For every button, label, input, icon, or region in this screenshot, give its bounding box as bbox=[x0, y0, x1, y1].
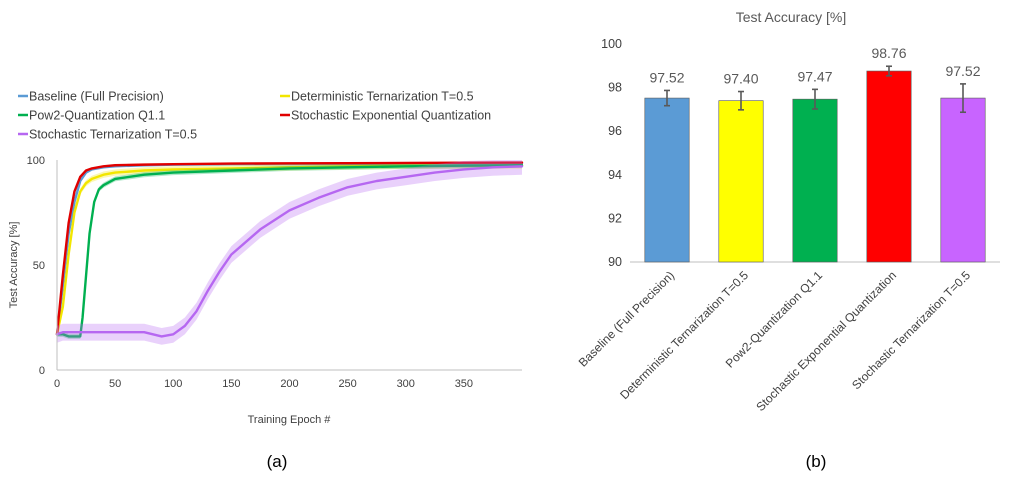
legend-label-stochastic-ternarization-t-0-5: Stochastic Ternarization T=0.5 bbox=[29, 128, 197, 142]
legend-label-deterministic-ternarization-t-0-5: Deterministic Ternarization T=0.5 bbox=[291, 90, 474, 104]
bar-chart-y-tick: 96 bbox=[608, 124, 622, 138]
category-label-stochastic-ternarization-t-0-5: Stochastic Ternarization T=0.5 bbox=[849, 268, 973, 392]
bar-chart-y-tick: 94 bbox=[608, 168, 622, 182]
bar-stochastic-exponential-quantization bbox=[866, 70, 912, 263]
category-label-stochastic-exponential-quantization: Stochastic Exponential Quantization bbox=[753, 268, 899, 414]
series-band-stochastic-ternarization-t-0-5 bbox=[57, 160, 522, 345]
value-label-deterministic-ternarization-t-0-5: 97.40 bbox=[723, 71, 758, 87]
bar-deterministic-ternarization-t-0-5 bbox=[718, 100, 764, 263]
bar-chart-bars bbox=[644, 70, 986, 263]
value-label-stochastic-exponential-quantization: 98.76 bbox=[871, 45, 906, 61]
line-chart-x-tick: 300 bbox=[397, 378, 415, 390]
value-label-baseline-full-precision: 97.52 bbox=[649, 69, 684, 85]
line-chart-legend: Baseline (Full Precision) Deterministic T… bbox=[18, 90, 491, 142]
line-chart-x-tick: 350 bbox=[455, 378, 473, 390]
category-label-deterministic-ternarization-t-0-5: Deterministic Ternarization T=0.5 bbox=[617, 268, 751, 402]
bar-chart-y-tick: 90 bbox=[608, 255, 622, 269]
value-label-pow2-quantization-q1-1: 97.47 bbox=[797, 68, 832, 84]
panel-label-b: (b) bbox=[806, 452, 827, 471]
legend-label-stochastic-exponential-quantization: Stochastic Exponential Quantization bbox=[291, 109, 491, 123]
bar-stochastic-ternarization-t-0-5 bbox=[940, 97, 986, 263]
bar-baseline-full-precision bbox=[644, 97, 690, 263]
series-line-pow2-quantization-q1-1 bbox=[55, 164, 524, 338]
line-chart-y-ticks: 0 50 100 bbox=[27, 155, 45, 377]
bar-chart-title: Test Accuracy [%] bbox=[736, 9, 846, 25]
bar-chart-y-ticks: 90 92 94 96 98 100 bbox=[601, 37, 622, 269]
value-label-stochastic-ternarization-t-0-5: 97.52 bbox=[945, 63, 980, 79]
bar-chart-y-tick: 98 bbox=[608, 81, 622, 95]
line-chart-y-tick: 0 bbox=[39, 365, 45, 377]
line-chart-panel: Baseline (Full Precision) Deterministic T… bbox=[8, 90, 524, 471]
series-line-deterministic-ternarization-t-0-5 bbox=[55, 164, 524, 336]
bar-chart-value-labels: 97.52 97.40 97.47 98.76 97.52 bbox=[649, 45, 980, 86]
series-band-pow2-quantization-q1-1 bbox=[57, 162, 522, 339]
line-chart-x-ticks: 0 50 100 150 200 250 300 350 bbox=[54, 378, 473, 390]
line-chart-x-tick: 50 bbox=[109, 378, 121, 390]
bar-chart-error-bars bbox=[664, 65, 966, 114]
series-line-baseline-full-precision bbox=[55, 161, 524, 336]
bar-chart-y-tick: 92 bbox=[608, 211, 622, 225]
bar-pow2-quantization-q1-1 bbox=[792, 98, 838, 263]
line-chart-x-tick: 200 bbox=[280, 378, 298, 390]
line-chart-plot bbox=[55, 160, 524, 345]
series-band-deterministic-ternarization-t-0-5 bbox=[57, 162, 522, 338]
legend-label-pow2-quantization-q1-1: Pow2-Quantization Q1.1 bbox=[29, 109, 165, 123]
line-chart-y-tick: 100 bbox=[27, 155, 45, 167]
legend-label-baseline-full-precision: Baseline (Full Precision) bbox=[29, 90, 164, 104]
line-chart-x-tick: 0 bbox=[54, 378, 60, 390]
series-line-stochastic-exponential-quantization bbox=[55, 161, 524, 336]
line-chart-x-tick: 150 bbox=[222, 378, 240, 390]
line-chart-x-axis-label: Training Epoch # bbox=[248, 414, 332, 426]
line-chart-y-tick: 50 bbox=[33, 260, 45, 272]
bar-chart-category-labels: Baseline (Full Precision)Deterministic T… bbox=[576, 268, 974, 414]
panel-label-a: (a) bbox=[267, 452, 288, 471]
line-chart-x-tick: 250 bbox=[338, 378, 356, 390]
line-chart-y-axis-label: Test Accuracy [%] bbox=[8, 222, 20, 309]
series-line-stochastic-ternarization-t-0-5 bbox=[55, 165, 524, 338]
bar-chart-y-tick: 100 bbox=[601, 37, 622, 51]
line-chart-x-tick: 100 bbox=[164, 378, 182, 390]
